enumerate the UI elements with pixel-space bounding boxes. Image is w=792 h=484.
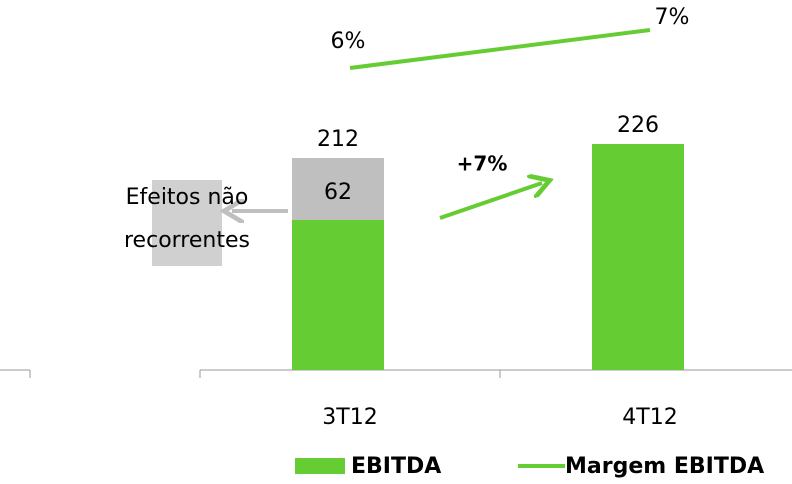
legend-label: Margem EBITDA [565,454,764,479]
total-label: 226 [617,113,659,138]
total-label: 212 [317,127,359,152]
line [349,28,651,70]
growth-annotation: +7% [457,152,508,176]
bar [592,144,684,370]
x-tick-label: 3T12 [322,405,377,430]
callout-text: Efeitos não [126,185,249,210]
legend-label: EBITDA [351,454,441,479]
callout-text: recorrentes [124,228,250,253]
bar [292,220,384,370]
segment-label: 62 [324,180,352,205]
growth-arrow [439,183,542,220]
line-label: 6% [331,29,366,54]
callout-box [152,180,222,266]
line-label: 7% [655,5,690,30]
x-tick-label: 4T12 [622,405,677,430]
legend-swatch [295,458,345,474]
bar-segment [292,158,384,220]
